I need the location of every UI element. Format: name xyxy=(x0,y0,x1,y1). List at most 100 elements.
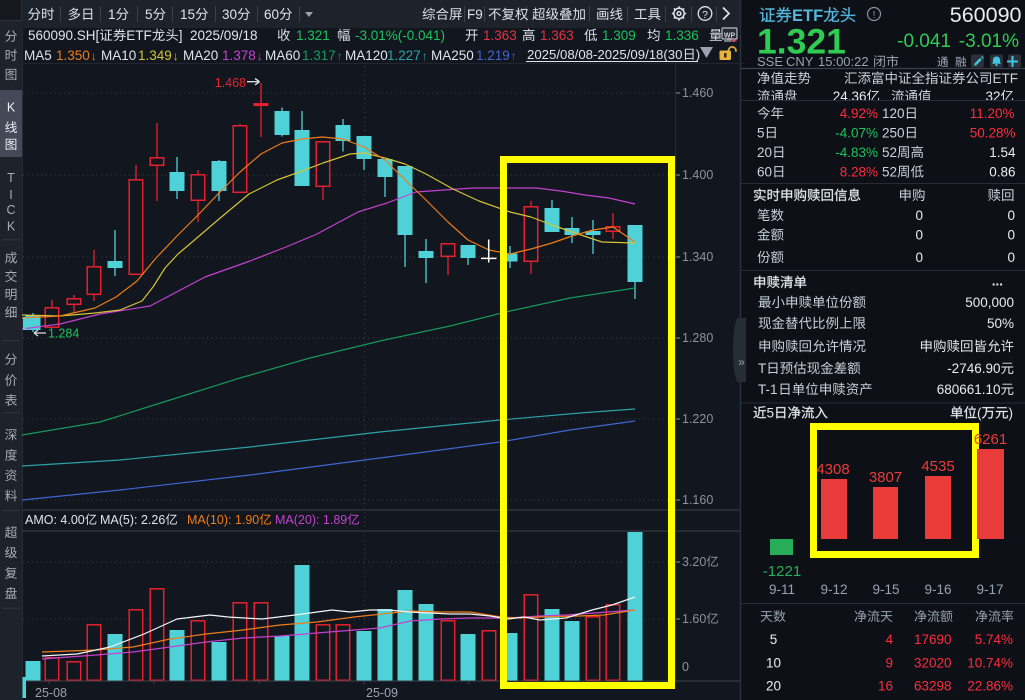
svg-text:...: ... xyxy=(992,274,1003,289)
svg-text:4308: 4308 xyxy=(816,461,849,478)
svg-text:1.336: 1.336 xyxy=(665,28,699,43)
svg-text:MA10: MA10 xyxy=(101,48,136,63)
svg-text:22.86%: 22.86% xyxy=(967,679,1013,694)
svg-text:?: ? xyxy=(702,9,708,21)
svg-text:1.349: 1.349 xyxy=(138,48,172,63)
svg-text:): ) xyxy=(696,47,700,62)
svg-text:32020: 32020 xyxy=(914,656,952,671)
svg-text:5.74%: 5.74% xyxy=(975,632,1013,647)
svg-text:1.460: 1.460 xyxy=(682,86,713,100)
svg-text:-2746.90: -2746.90 xyxy=(947,361,1000,376)
svg-text:3.20: 3.20 xyxy=(682,555,706,569)
svg-text:1.227: 1.227 xyxy=(387,48,421,63)
svg-text:500,000: 500,000 xyxy=(965,295,1014,310)
svg-text:0.86: 0.86 xyxy=(989,165,1015,180)
svg-text:60: 60 xyxy=(757,165,772,180)
svg-text:-4.83%: -4.83% xyxy=(835,145,878,160)
svg-text:C: C xyxy=(6,203,15,217)
svg-text:5: 5 xyxy=(767,406,775,421)
svg-text:0: 0 xyxy=(682,660,689,674)
svg-text:5: 5 xyxy=(757,126,765,141)
svg-text:(: ( xyxy=(977,406,982,421)
svg-text:560090: 560090 xyxy=(950,3,1022,27)
svg-text:0: 0 xyxy=(915,250,923,265)
svg-text:MA60: MA60 xyxy=(265,48,300,63)
svg-text:63298: 63298 xyxy=(914,679,952,694)
svg-text:0: 0 xyxy=(915,208,923,223)
svg-text:16: 16 xyxy=(878,679,893,694)
svg-text:K: K xyxy=(7,220,16,234)
svg-text:K: K xyxy=(7,101,16,115)
svg-text:↑: ↑ xyxy=(337,49,343,63)
svg-text:MA20: MA20 xyxy=(183,48,218,63)
svg-text:0: 0 xyxy=(1007,250,1015,265)
svg-text:SSE: SSE xyxy=(757,54,783,69)
svg-text:»: » xyxy=(738,355,745,369)
svg-text:CNY: CNY xyxy=(786,54,814,69)
svg-text:]: ] xyxy=(179,28,183,43)
svg-text:11.20%: 11.20% xyxy=(970,106,1015,121)
svg-text:50%: 50% xyxy=(987,316,1014,331)
svg-text:10.74%: 10.74% xyxy=(967,656,1013,671)
svg-text:1.284: 1.284 xyxy=(48,327,79,341)
svg-text:20: 20 xyxy=(757,145,772,160)
svg-text:ETF: ETF xyxy=(993,71,1019,86)
svg-text:1.350: 1.350 xyxy=(56,48,90,63)
svg-text:4: 4 xyxy=(885,632,893,647)
svg-text:2025/09/18: 2025/09/18 xyxy=(190,28,258,43)
svg-text:T: T xyxy=(7,171,15,185)
svg-text:): ) xyxy=(1009,406,1014,421)
svg-text:32: 32 xyxy=(986,89,1001,104)
svg-text:25-09: 25-09 xyxy=(366,686,398,700)
svg-text:10: 10 xyxy=(766,656,781,671)
svg-text:MA(5): 2.26: MA(5): 2.26 xyxy=(100,513,165,527)
svg-text:17690: 17690 xyxy=(914,632,952,647)
svg-text:15:00:22: 15:00:22 xyxy=(818,54,869,69)
svg-text:250: 250 xyxy=(882,126,905,141)
svg-text:↑: ↑ xyxy=(422,49,428,63)
svg-text:1.468: 1.468 xyxy=(215,76,246,90)
svg-text:8.28%: 8.28% xyxy=(840,165,878,180)
svg-text:4.92%: 4.92% xyxy=(840,106,878,121)
svg-text:MA250: MA250 xyxy=(431,48,474,63)
svg-text:9: 9 xyxy=(885,656,893,671)
svg-text:1.160: 1.160 xyxy=(682,493,713,507)
svg-text:1.363: 1.363 xyxy=(483,28,517,43)
svg-text:F9: F9 xyxy=(467,7,483,22)
svg-text:WP: WP xyxy=(724,33,736,40)
svg-text:9-17: 9-17 xyxy=(976,582,1003,597)
svg-text:1: 1 xyxy=(108,7,116,22)
svg-text:1.220: 1.220 xyxy=(682,412,713,426)
svg-text:-0.041: -0.041 xyxy=(897,31,951,52)
svg-text:1.280: 1.280 xyxy=(682,331,713,345)
svg-text:5: 5 xyxy=(145,7,153,22)
svg-text:30: 30 xyxy=(222,7,237,22)
svg-text:4535: 4535 xyxy=(921,458,954,475)
svg-text:MA(20): 1.89: MA(20): 1.89 xyxy=(275,513,347,527)
svg-text:60: 60 xyxy=(264,7,279,22)
svg-text:MA(10): 1.90: MA(10): 1.90 xyxy=(187,513,259,527)
svg-text:25-08: 25-08 xyxy=(35,686,67,700)
svg-text:680661.10: 680661.10 xyxy=(937,382,1001,397)
svg-text:AMO: 4.00: AMO: 4.00 xyxy=(25,513,85,527)
svg-text:1.321: 1.321 xyxy=(757,22,846,62)
svg-text:1.54: 1.54 xyxy=(989,145,1016,160)
svg-text:6261: 6261 xyxy=(974,431,1007,448)
svg-text:3807: 3807 xyxy=(869,469,902,486)
svg-text:24.36: 24.36 xyxy=(833,89,867,104)
svg-text:T: T xyxy=(758,361,766,376)
svg-text:9-12: 9-12 xyxy=(820,582,847,597)
svg-text:560090.SH[: 560090.SH[ xyxy=(28,28,100,43)
svg-text:2025/08/08-2025/09/18(30: 2025/08/08-2025/09/18(30 xyxy=(527,47,682,62)
svg-text:T-1: T-1 xyxy=(758,382,778,397)
svg-text:1.321: 1.321 xyxy=(296,28,330,43)
svg-text:ETF: ETF xyxy=(792,7,823,25)
svg-text:-3.01%(-0.041): -3.01%(-0.041) xyxy=(355,28,445,43)
svg-text:50.28%: 50.28% xyxy=(970,126,1016,141)
svg-text:1.400: 1.400 xyxy=(682,168,713,182)
svg-text:5: 5 xyxy=(770,632,778,647)
svg-text:ETF: ETF xyxy=(126,28,152,43)
svg-text:9-15: 9-15 xyxy=(872,582,899,597)
svg-text:9-11: 9-11 xyxy=(769,582,795,597)
svg-text:1.378: 1.378 xyxy=(222,48,256,63)
